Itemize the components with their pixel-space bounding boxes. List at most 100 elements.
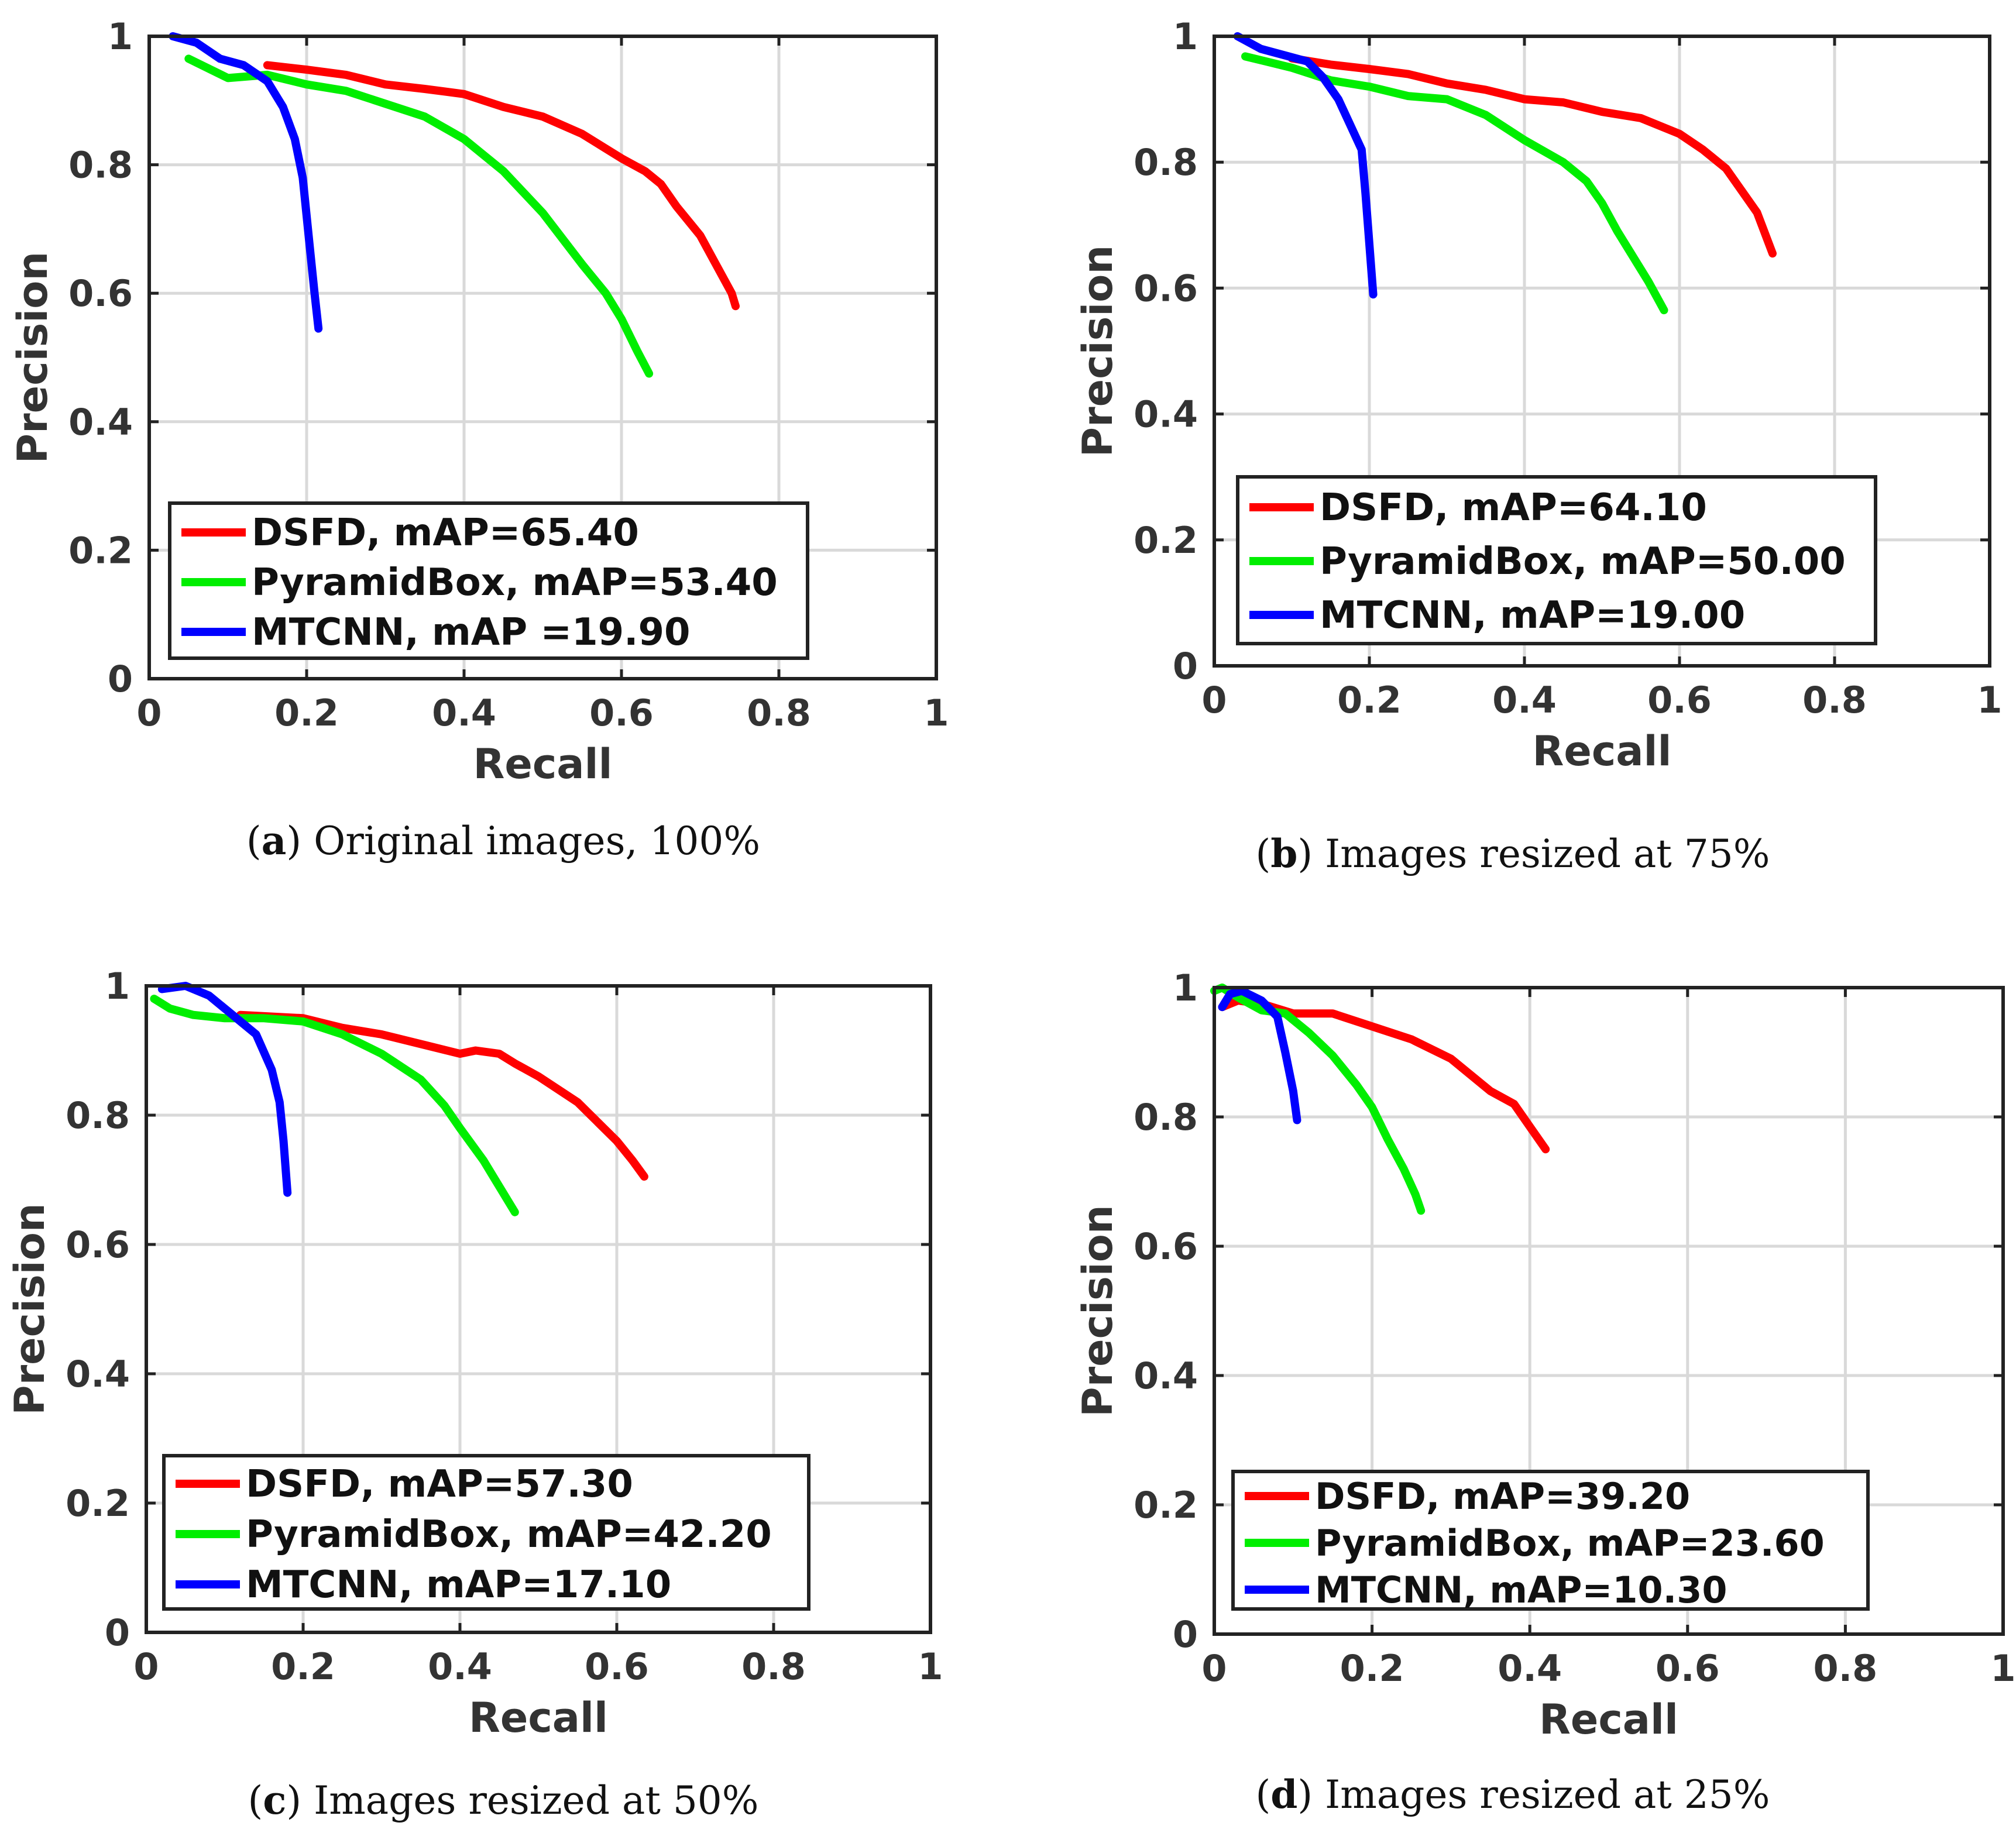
x-tick-label-d-2: 0.4 xyxy=(1498,1647,1562,1690)
legend-label-mtcnn-b: MTCNN, mAP=19.00 xyxy=(1320,594,1745,637)
x-tick-label-b-2: 0.4 xyxy=(1492,679,1557,721)
y-tick-label-d-0: 0 xyxy=(1173,1613,1198,1656)
y-tick-label-a-3: 0.6 xyxy=(68,272,133,315)
panel-c: 0 0.2 0.4 0.6 0.8 1 0 0.2 0.4 0.6 0.8 1 Recall Precis… xyxy=(0,930,1007,1843)
chart-c: 0 0.2 0.4 0.6 0.8 1 0 0.2 0.4 0.6 0.8 1 Recall Precis… xyxy=(6,965,943,1742)
caption-text-d: Images resized at 25% xyxy=(1325,1772,1770,1817)
x-tick-label-b-3: 0.6 xyxy=(1647,679,1712,721)
x-tick-label-a-3: 0.6 xyxy=(589,692,654,734)
caption-text-b: Images resized at 75% xyxy=(1325,831,1770,876)
y-tick-label-d-2: 0.4 xyxy=(1134,1354,1198,1397)
chart-a: 0 0.2 0.4 0.6 0.8 1 0 0.2 0.4 0.6 0.8 1 Recall Precis… xyxy=(9,15,949,788)
x-tick-label-d-1: 0.2 xyxy=(1340,1647,1404,1690)
series-line-mtcnn-d xyxy=(1218,986,1301,1125)
x-tick-label-c-5: 1 xyxy=(918,1645,943,1688)
series-line-dsfd-c xyxy=(236,1010,648,1181)
legend-box-c xyxy=(162,1454,810,1611)
caption-text-a: Original images, 100% xyxy=(314,819,761,864)
y-tick-label-c-2: 0.4 xyxy=(66,1353,130,1395)
x-tick-label-c-1: 0.2 xyxy=(271,1645,335,1688)
y-tick-label-c-3: 0.6 xyxy=(66,1223,130,1266)
legend-label-pyramidbox-d: PyramidBox, mAP=23.60 xyxy=(1315,1522,1825,1565)
caption-d: (d) Images resized at 25% xyxy=(1255,1772,1770,1817)
series-line-dsfd-d xyxy=(1218,996,1550,1154)
y-tick-label-b-5: 1 xyxy=(1173,15,1198,58)
y-tick-label-a-1: 0.2 xyxy=(68,529,133,572)
x-tick-label-a-5: 1 xyxy=(923,692,949,734)
series-line-pyramidbox-c xyxy=(150,995,519,1216)
x-tick-label-a-1: 0.2 xyxy=(274,692,339,734)
legend-label-mtcnn-d: MTCNN, mAP=10.30 xyxy=(1315,1569,1727,1611)
x-axis-label-b: Recall xyxy=(1532,727,1671,775)
y-tick-label-a-2: 0.4 xyxy=(68,401,133,443)
legend-label-pyramidbox-c: PyramidBox, mAP=42.20 xyxy=(246,1513,772,1556)
axes-frame-c xyxy=(145,984,932,1634)
y-tick-label-a-5: 1 xyxy=(108,15,133,58)
legend-label-pyramidbox-a: PyramidBox, mAP=53.40 xyxy=(252,561,778,604)
caption-letter-b: b xyxy=(1270,831,1298,876)
caption-c: (c) Images resized at 50% xyxy=(248,1777,759,1823)
chart-d: 0 0.2 0.4 0.6 0.8 1 0 0.2 0.4 0.6 0.8 1 Recall Precis… xyxy=(1074,967,2016,1744)
legend-label-dsfd-d: DSFD, mAP=39.20 xyxy=(1315,1475,1690,1518)
x-tick-label-d-4: 0.8 xyxy=(1813,1647,1877,1690)
caption-letter-c: c xyxy=(263,1777,287,1823)
y-axis-label-d: Precision xyxy=(1074,1205,1122,1416)
y-tick-label-c-5: 1 xyxy=(105,965,130,1008)
x-tick-label-b-0: 0 xyxy=(1201,679,1227,721)
legend-label-dsfd-b: DSFD, mAP=64.10 xyxy=(1320,486,1707,529)
series-line-mtcnn-b xyxy=(1233,32,1378,299)
x-axis-label-a: Recall xyxy=(473,740,612,788)
legend-box-d xyxy=(1231,1470,1870,1611)
y-tick-label-d-1: 0.2 xyxy=(1134,1484,1198,1526)
y-tick-label-b-0: 0 xyxy=(1173,645,1198,687)
legend-box-b xyxy=(1236,475,1877,645)
axes-frame-b xyxy=(1213,35,1991,668)
y-tick-label-b-3: 0.6 xyxy=(1134,267,1198,310)
x-tick-label-b-5: 1 xyxy=(1977,679,2002,721)
panel-d: 0 0.2 0.4 0.6 0.8 1 0 0.2 0.4 0.6 0.8 1 Recall Precis… xyxy=(1009,930,2016,1843)
legend-box-a xyxy=(168,501,809,660)
series-line-pyramidbox-b xyxy=(1241,52,1668,315)
x-tick-label-a-4: 0.8 xyxy=(747,692,811,734)
x-tick-label-b-4: 0.8 xyxy=(1802,679,1867,721)
x-tick-label-c-2: 0.4 xyxy=(428,1645,492,1688)
x-tick-label-d-0: 0 xyxy=(1201,1647,1227,1690)
x-tick-label-d-3: 0.6 xyxy=(1656,1647,1720,1690)
series-line-dsfd-a xyxy=(263,61,740,311)
x-axis-label-d: Recall xyxy=(1539,1696,1678,1744)
legend-label-pyramidbox-b: PyramidBox, mAP=50.00 xyxy=(1320,540,1846,583)
legend-label-dsfd-c: DSFD, mAP=57.30 xyxy=(246,1463,633,1506)
series-line-pyramidbox-a xyxy=(184,54,654,378)
y-tick-label-c-1: 0.2 xyxy=(66,1482,130,1525)
series-line-mtcnn-a xyxy=(169,32,323,333)
y-tick-label-b-4: 0.8 xyxy=(1134,141,1198,184)
chart-b: 0 0.2 0.4 0.6 0.8 1 0 0.2 0.4 0.6 0.8 1 Recall Precis… xyxy=(1074,15,2003,775)
x-axis-label-c: Recall xyxy=(469,1694,608,1742)
y-tick-label-b-1: 0.2 xyxy=(1134,519,1198,562)
x-tick-label-c-0: 0 xyxy=(133,1645,159,1688)
panel-a: 0 0.2 0.4 0.6 0.8 1 0 0.2 0.4 0.6 0.8 1 Recall Precis… xyxy=(0,0,1007,913)
series-line-pyramidbox-d xyxy=(1210,984,1426,1215)
y-axis-label-b: Precision xyxy=(1074,245,1122,457)
series-line-mtcnn-c xyxy=(157,982,292,1197)
caption-letter-d: d xyxy=(1270,1772,1298,1817)
caption-b: (b) Images resized at 75% xyxy=(1255,831,1770,876)
y-tick-label-d-3: 0.6 xyxy=(1134,1225,1198,1268)
x-tick-label-a-2: 0.4 xyxy=(432,692,496,734)
y-tick-label-d-4: 0.8 xyxy=(1134,1096,1198,1139)
y-axis-label-c: Precision xyxy=(6,1203,54,1415)
x-tick-label-c-3: 0.6 xyxy=(585,1645,649,1688)
y-tick-label-a-0: 0 xyxy=(108,658,133,700)
y-axis-label-a: Precision xyxy=(9,252,57,463)
y-tick-label-a-4: 0.8 xyxy=(68,144,133,187)
legend-label-mtcnn-c: MTCNN, mAP=17.10 xyxy=(246,1563,671,1607)
caption-text-c: Images resized at 50% xyxy=(314,1778,759,1823)
legend-label-dsfd-a: DSFD, mAP=65.40 xyxy=(252,511,639,555)
axes-frame-d xyxy=(1213,986,2005,1636)
legend-label-mtcnn-a: MTCNN, mAP =19.90 xyxy=(252,611,691,654)
x-tick-label-c-4: 0.8 xyxy=(741,1645,806,1688)
y-tick-label-c-0: 0 xyxy=(105,1611,130,1654)
panel-b: 0 0.2 0.4 0.6 0.8 1 0 0.2 0.4 0.6 0.8 1 Recall Precis… xyxy=(1009,0,2016,913)
y-tick-label-c-4: 0.8 xyxy=(66,1094,130,1137)
